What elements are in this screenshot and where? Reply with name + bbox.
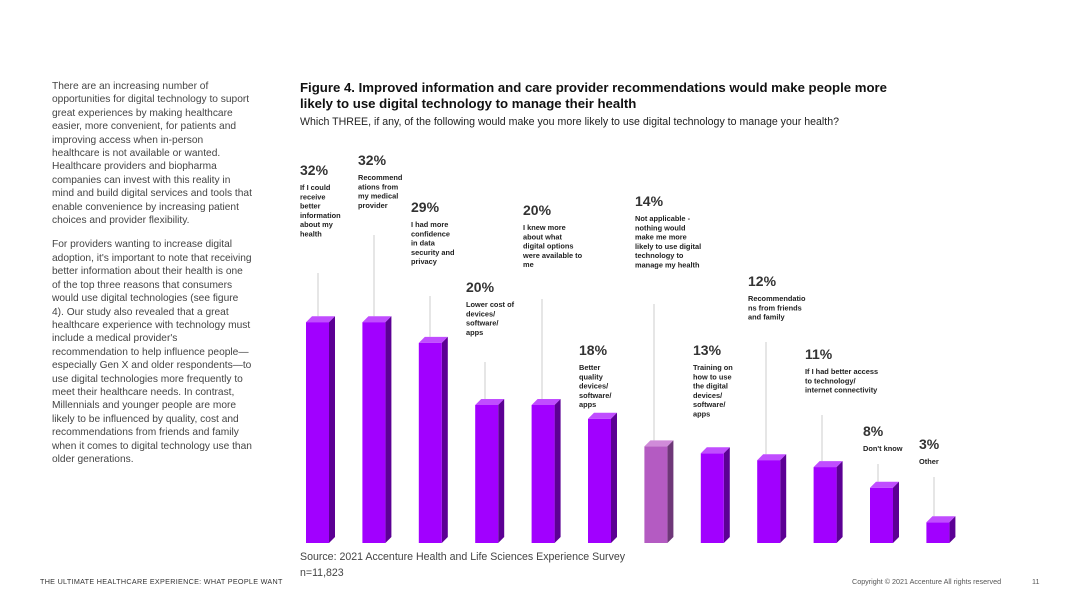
intro-paragraph-1: There are an increasing number of opport…	[52, 81, 252, 227]
intro-paragraph-2: For providers wanting to increase digita…	[52, 239, 252, 465]
bar-9: 12% Recommendatio ns from friends and famil…	[748, 273, 806, 543]
bar-side-face	[667, 440, 674, 543]
bar-value-label: 32%	[300, 162, 329, 178]
bar-value-label: 20%	[523, 202, 552, 218]
bar-front-face	[644, 446, 668, 543]
bar-category-label: Better quality devices/software/apps	[579, 363, 611, 409]
sample-size: n=11,823	[300, 567, 344, 579]
source-note: Source: 2021 Accenture Health and Life S…	[300, 551, 626, 563]
bar-category-label: Recommendatio ns from friends and family	[748, 294, 806, 322]
bar-value-label: 14%	[635, 193, 664, 209]
bar-side-face	[498, 399, 505, 543]
footer-copyright: Copyright © 2021 Accenture All rights re…	[852, 577, 1002, 586]
bar-front-face	[870, 487, 893, 543]
bar-4: 20% Lower cost of devices/software/apps	[466, 279, 515, 543]
bar-top-face	[531, 399, 561, 405]
bar-front-face	[757, 460, 781, 543]
bar-6: 18% Better quality devices/software/apps	[579, 342, 617, 543]
bar-top-face	[926, 516, 956, 523]
bar-top-face	[813, 461, 843, 468]
figure-question: Which THREE, if any, of the following wo…	[300, 116, 839, 128]
bar-5: 20% I knew more about what digital options w…	[522, 202, 583, 543]
bar-side-face	[611, 412, 617, 543]
bar-side-face	[723, 447, 730, 543]
bar-top-face	[870, 481, 899, 488]
bar-top-face	[644, 440, 674, 447]
page-number: 11	[1032, 577, 1040, 586]
bar-2: 32% Recommend ations from my medical provide…	[358, 152, 403, 543]
bar-front-face	[700, 453, 724, 543]
bar-top-face	[362, 316, 392, 323]
bar-front-face	[926, 522, 950, 543]
bar-top-face	[418, 336, 448, 343]
bar-7: 14% Not applicable -nothing would make me …	[635, 193, 701, 543]
figure-title: Figure 4. Improved information and care …	[300, 80, 887, 111]
bar-top-face	[757, 454, 787, 461]
bar-11: 8% Don't know	[863, 423, 903, 543]
bar-side-face	[554, 399, 561, 543]
bar-3: 29% I had more confidence in data security a…	[411, 199, 455, 543]
bar-value-label: 18%	[579, 342, 608, 358]
bar-top-face	[306, 316, 335, 323]
bar-10: 11% If I had better access to technology/i…	[805, 346, 878, 543]
bar-top-face	[588, 412, 617, 419]
bar-side-face	[949, 516, 956, 543]
bar-category-label: If I could receive better information about …	[300, 183, 341, 239]
bar-category-label: Training on how to use the digital devices/…	[693, 363, 733, 419]
bar-category-label: Lower cost of devices/software/apps	[466, 300, 515, 337]
bar-front-face	[306, 322, 329, 543]
bar-value-label: 29%	[411, 199, 440, 215]
bar-category-label: Recommend ations from my medical provider	[358, 173, 403, 210]
bar-front-face	[531, 405, 555, 543]
bar-side-face	[385, 316, 392, 543]
intro-text: There are an increasing number of opport…	[52, 80, 252, 477]
bar-value-label: 11%	[805, 346, 833, 362]
bar-value-label: 8%	[863, 423, 884, 439]
bar-value-label: 13%	[693, 342, 722, 358]
bar-1: 32% If I could receive better information abo…	[300, 162, 341, 543]
bar-front-face	[588, 418, 611, 543]
bar-front-face	[418, 342, 442, 543]
bar-side-face	[836, 461, 843, 543]
bar-side-face	[329, 316, 335, 543]
bar-top-face	[475, 399, 505, 405]
bar-category-label: Don't know	[863, 444, 903, 453]
bar-value-label: 32%	[358, 152, 387, 168]
bar-front-face	[813, 467, 837, 543]
bar-category-label: If I had better access to technology/inte…	[805, 367, 878, 395]
bar-value-label: 3%	[919, 436, 940, 452]
bar-side-face	[780, 454, 787, 543]
bar-8: 13% Training on how to use the digital devic…	[693, 342, 733, 543]
bar-12: 3% Other	[919, 436, 956, 543]
bar-top-face	[700, 447, 730, 454]
bar-category-label: I knew more about what digital options were…	[522, 223, 583, 269]
footer-report-title: THE ULTIMATE HEALTHCARE EXPERIENCE: WHAT…	[40, 577, 283, 586]
bar-side-face	[441, 336, 448, 543]
bar-category-label: I had more confidence in data security and p…	[411, 220, 455, 266]
bar-side-face	[893, 481, 899, 543]
bar-front-face	[362, 322, 386, 543]
bar-front-face	[475, 405, 499, 543]
bar-category-label: Other	[919, 457, 939, 466]
bar-category-label: Not applicable -nothing would make me mor…	[635, 214, 701, 270]
bar-value-label: 12%	[748, 273, 777, 289]
bar-value-label: 20%	[466, 279, 495, 295]
